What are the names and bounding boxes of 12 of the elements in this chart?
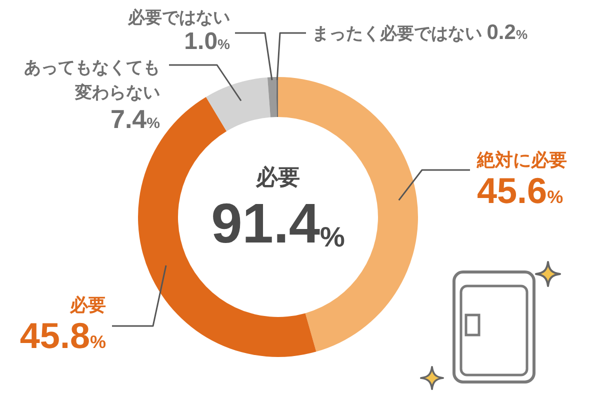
slice-label: まったく必要ではない bbox=[312, 24, 483, 43]
data-label: 7.4% bbox=[110, 104, 160, 134]
data-label: 45.6% bbox=[477, 170, 564, 211]
data-label: 45.8% bbox=[20, 315, 106, 356]
text: 91.4% bbox=[211, 192, 346, 254]
data-label: 1.0% bbox=[184, 28, 230, 55]
text: 必要 bbox=[255, 164, 300, 190]
data-label: 0.2% bbox=[486, 21, 528, 44]
slice-label: あってもなくても変わらない bbox=[23, 57, 160, 104]
slice-label: 絶対に必要 bbox=[477, 149, 567, 172]
slice-label: 必要ではない bbox=[128, 8, 230, 27]
slice-label: 必要 bbox=[68, 294, 106, 317]
